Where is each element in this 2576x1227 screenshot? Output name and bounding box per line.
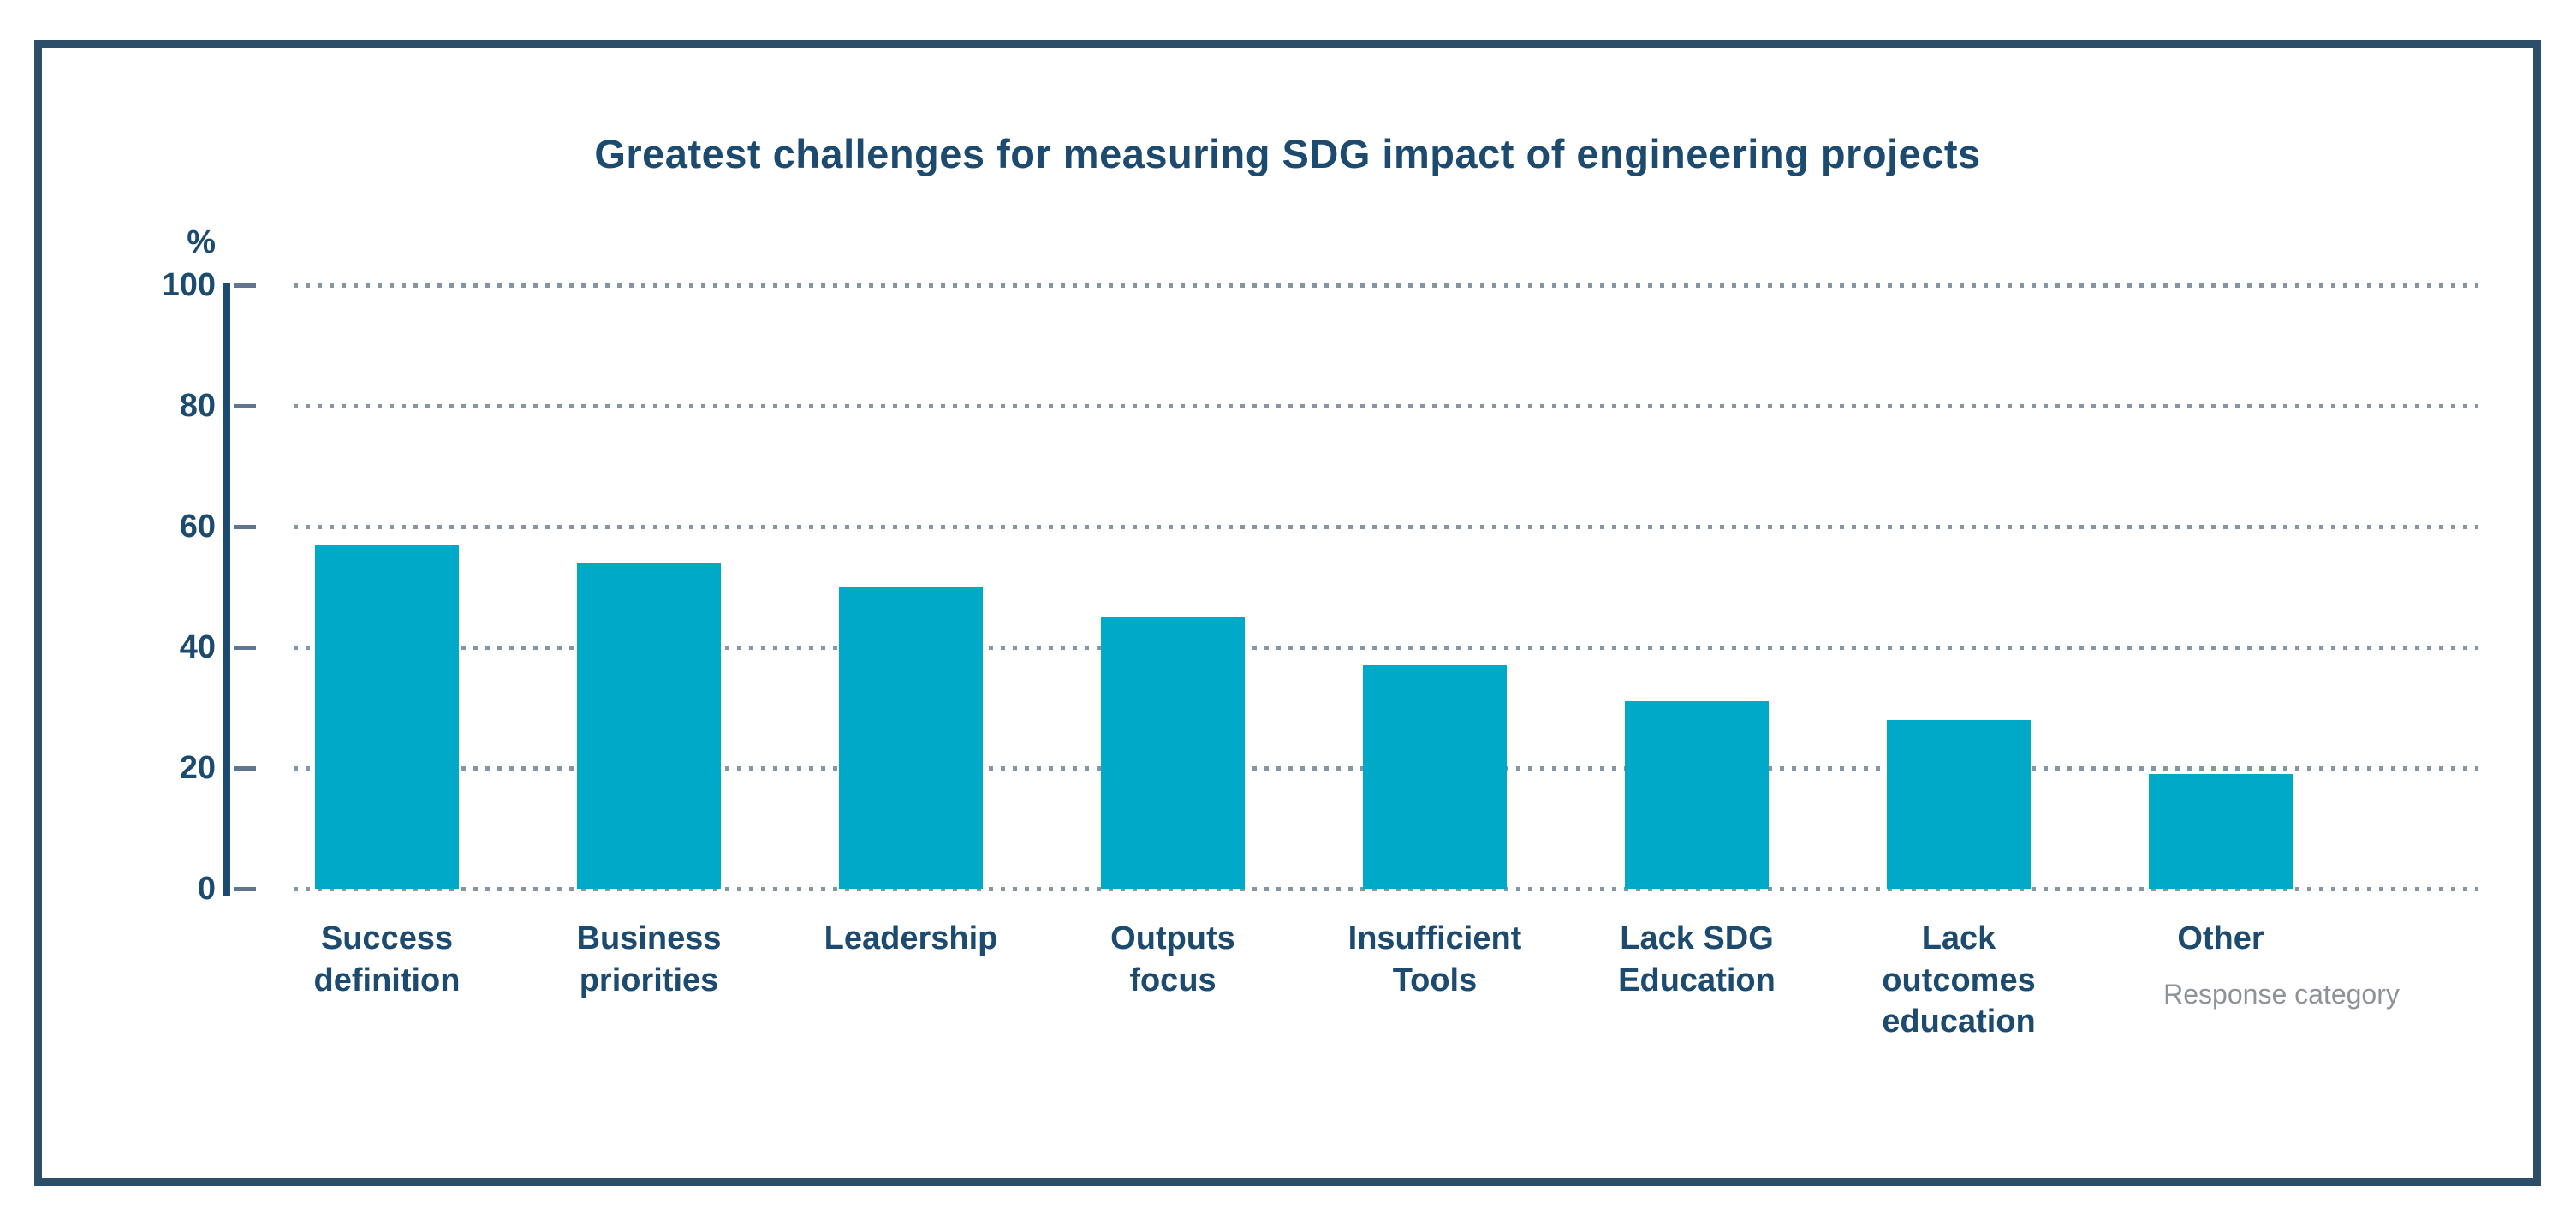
y-tick-label-100: 100 <box>161 267 216 303</box>
gridline-100 <box>294 283 2478 288</box>
y-tick-mark-100 <box>234 283 256 288</box>
x-axis-caption: Response category <box>2163 979 2400 1010</box>
y-tick-mark-0 <box>234 887 256 891</box>
bar-5 <box>1363 665 1507 889</box>
gridline-80 <box>294 404 2478 408</box>
bar-1 <box>315 545 459 889</box>
y-tick-label-40: 40 <box>179 629 216 665</box>
y-tick-mark-40 <box>234 646 256 650</box>
bar-2 <box>577 563 721 889</box>
y-tick-mark-20 <box>234 766 256 771</box>
bar-4 <box>1101 617 1245 889</box>
category-label-4: Outputs focus <box>1110 920 1235 998</box>
category-label-1: Success definition <box>313 920 461 998</box>
y-tick-label-60: 60 <box>179 509 216 545</box>
y-tick-mark-80 <box>234 404 256 408</box>
y-tick-label-0: 0 <box>197 871 216 907</box>
gridline-0 <box>294 887 2478 891</box>
gridline-40 <box>294 646 2478 650</box>
category-label-3: Leadership <box>824 920 998 956</box>
gridline-60 <box>294 525 2478 529</box>
y-tick-label-80: 80 <box>179 388 216 424</box>
y-tick-mark-60 <box>234 525 256 529</box>
category-label-2: Business priorities <box>576 920 722 998</box>
bar-7 <box>1887 720 2031 889</box>
category-label-8: Other <box>2177 920 2264 956</box>
bar-3 <box>839 587 983 889</box>
y-axis-unit-label: % <box>187 224 216 260</box>
category-label-5: Insufficient Tools <box>1347 920 1522 998</box>
category-label-7: Lack outcomes education <box>1882 920 2036 1040</box>
chart-title: Greatest challenges for measuring SDG im… <box>594 131 1981 176</box>
category-label-6: Lack SDG Education <box>1618 920 1776 998</box>
bar-6 <box>1625 701 1769 889</box>
y-axis-line <box>223 283 230 896</box>
y-tick-label-20: 20 <box>179 750 216 786</box>
bar-8 <box>2149 774 2293 889</box>
